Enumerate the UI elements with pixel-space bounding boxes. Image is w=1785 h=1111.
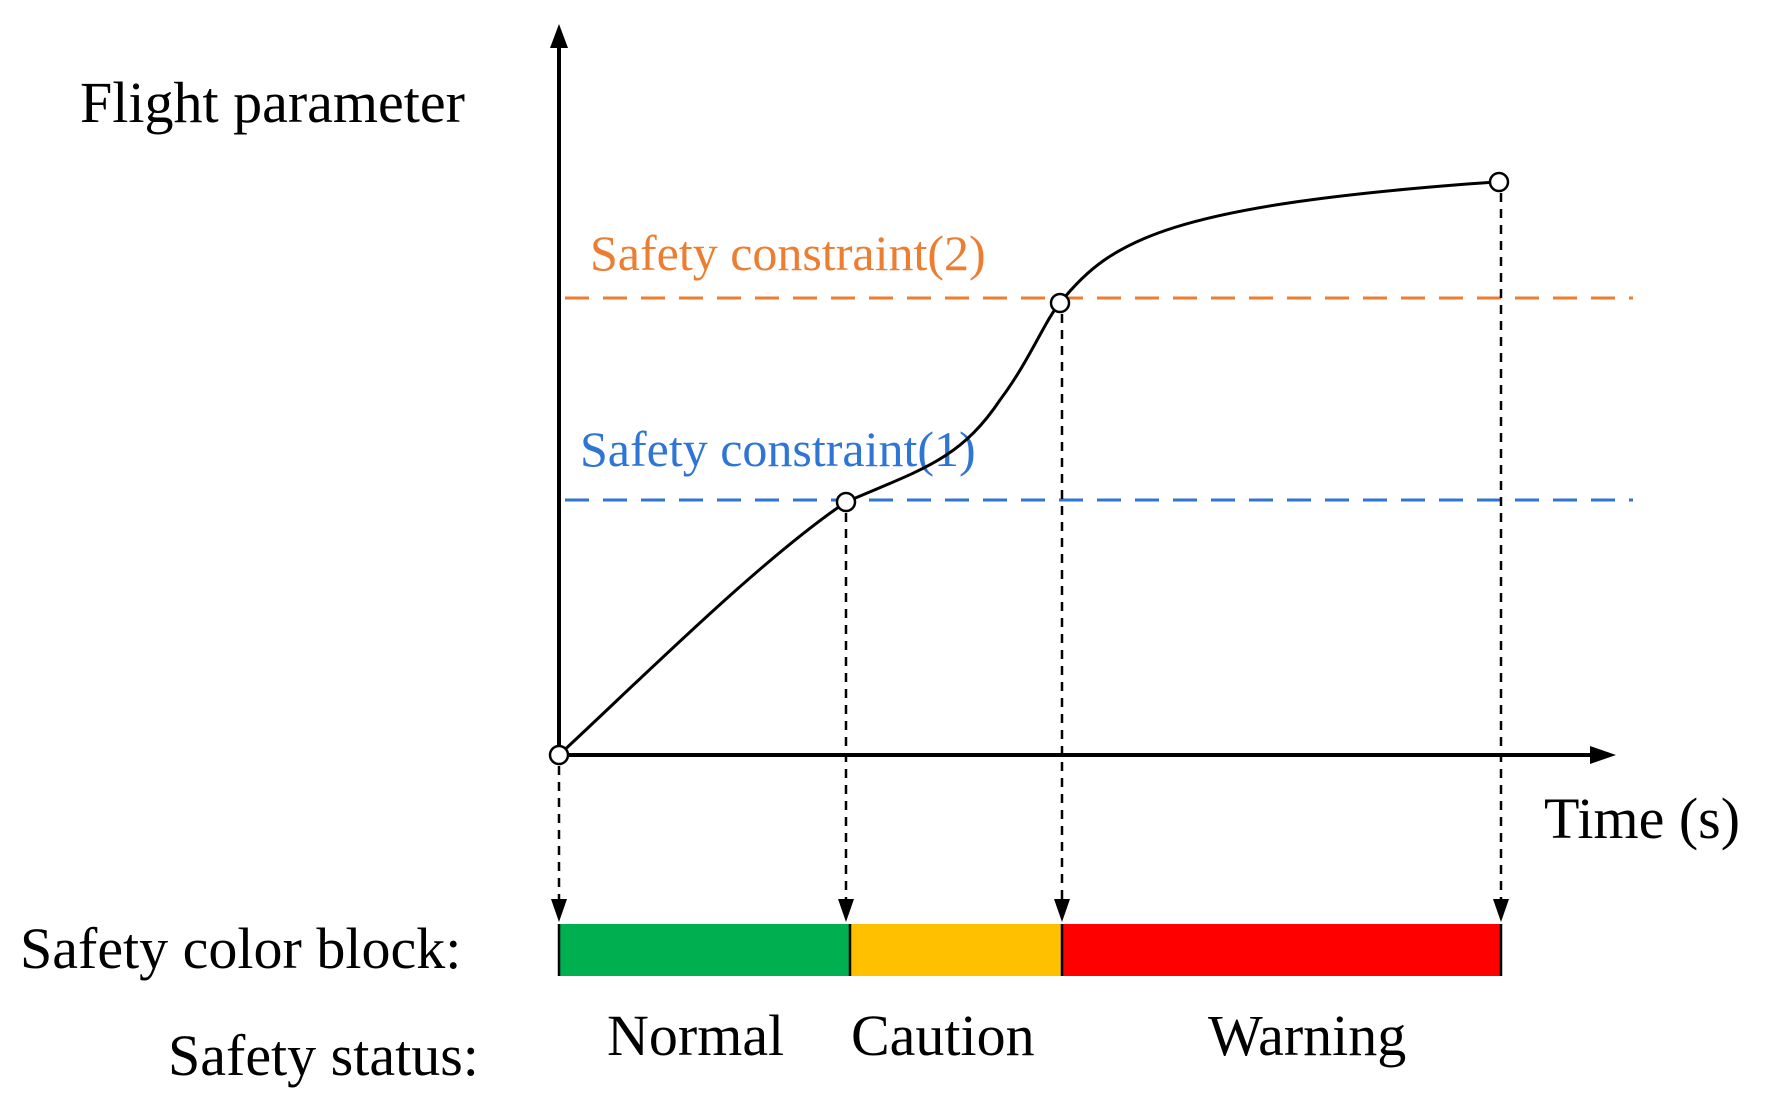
projection-arrowhead-end	[1493, 899, 1509, 922]
normal-color-block	[559, 924, 850, 976]
safety-color-block-label: Safety color block:	[20, 916, 461, 981]
y-axis-arrowhead	[550, 24, 568, 48]
constraint-1-crossing-point	[835, 491, 857, 513]
constraint-2-crossing-point	[1049, 292, 1071, 314]
projection-arrowhead-constraint-1	[838, 899, 854, 922]
status-caution: Caution	[851, 1003, 1035, 1068]
y-axis-label: Flight parameter	[80, 70, 465, 135]
projection-arrowhead-constraint-2	[1054, 899, 1070, 922]
safety-constraint-2-label: Safety constraint(2)	[590, 225, 986, 281]
origin-point	[548, 744, 570, 766]
x-axis-arrowhead	[1590, 746, 1616, 764]
safety-constraint-1-label: Safety constraint(1)	[580, 421, 976, 477]
flight-parameter-curve	[557, 180, 1496, 757]
warning-color-block	[1062, 924, 1501, 976]
x-axis-label: Time (s)	[1544, 786, 1740, 851]
status-normal: Normal	[607, 1003, 784, 1068]
end-point	[1488, 171, 1510, 193]
caution-color-block	[850, 924, 1062, 976]
safety-status-label: Safety status:	[168, 1023, 479, 1088]
projection-arrowhead-origin	[551, 899, 567, 922]
status-warning: Warning	[1208, 1003, 1406, 1068]
